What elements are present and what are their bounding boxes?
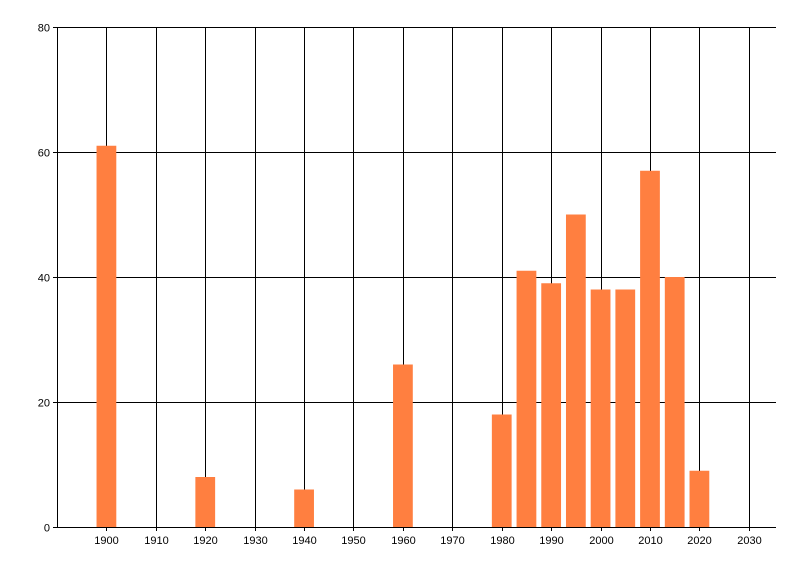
y-tick-label: 20 [38,398,50,410]
x-tick-label: 1930 [243,535,267,547]
x-tick-label: 2030 [737,535,761,547]
bar-2005 [615,289,636,527]
x-tick-label: 1970 [440,535,464,547]
x-tick-label: 2010 [638,535,662,547]
bar-1940 [294,489,314,527]
x-tick-label: 1900 [94,535,118,547]
bar-1960 [393,364,413,527]
bar-2000 [590,289,611,527]
x-tick-label: 1940 [292,535,316,547]
x-tick-label: 2000 [589,535,613,547]
bar-1990 [541,283,562,527]
x-tick-label: 2020 [687,535,711,547]
x-tick-label: 1980 [490,535,514,547]
y-tick-label: 60 [38,148,50,160]
x-tick-label: 1990 [539,535,563,547]
x-tick-label: 1950 [341,535,365,547]
y-tick-label: 80 [38,23,50,35]
y-tick-label: 0 [44,523,50,535]
x-tick-label: 1960 [391,535,415,547]
gridlines [53,27,776,531]
x-tick-labels: 1900 1910 1920 1930 1940 1950 1960 1970 1980 1990… [94,535,761,547]
x-tick-label: 1920 [193,535,217,547]
bar-1980 [491,414,512,527]
bar-2010 [640,170,660,527]
axes [57,27,776,528]
bar-2020 [689,470,710,527]
bar-1985 [516,270,537,527]
y-tick-label: 40 [38,273,50,285]
bar-1920 [195,477,216,527]
y-tick-labels: 0 20 40 60 80 [38,23,50,535]
x-tick-label: 1910 [144,535,168,547]
bars [96,145,710,527]
bar-1900 [96,145,117,527]
bar-1995 [565,214,586,527]
bar-2015 [664,277,685,527]
